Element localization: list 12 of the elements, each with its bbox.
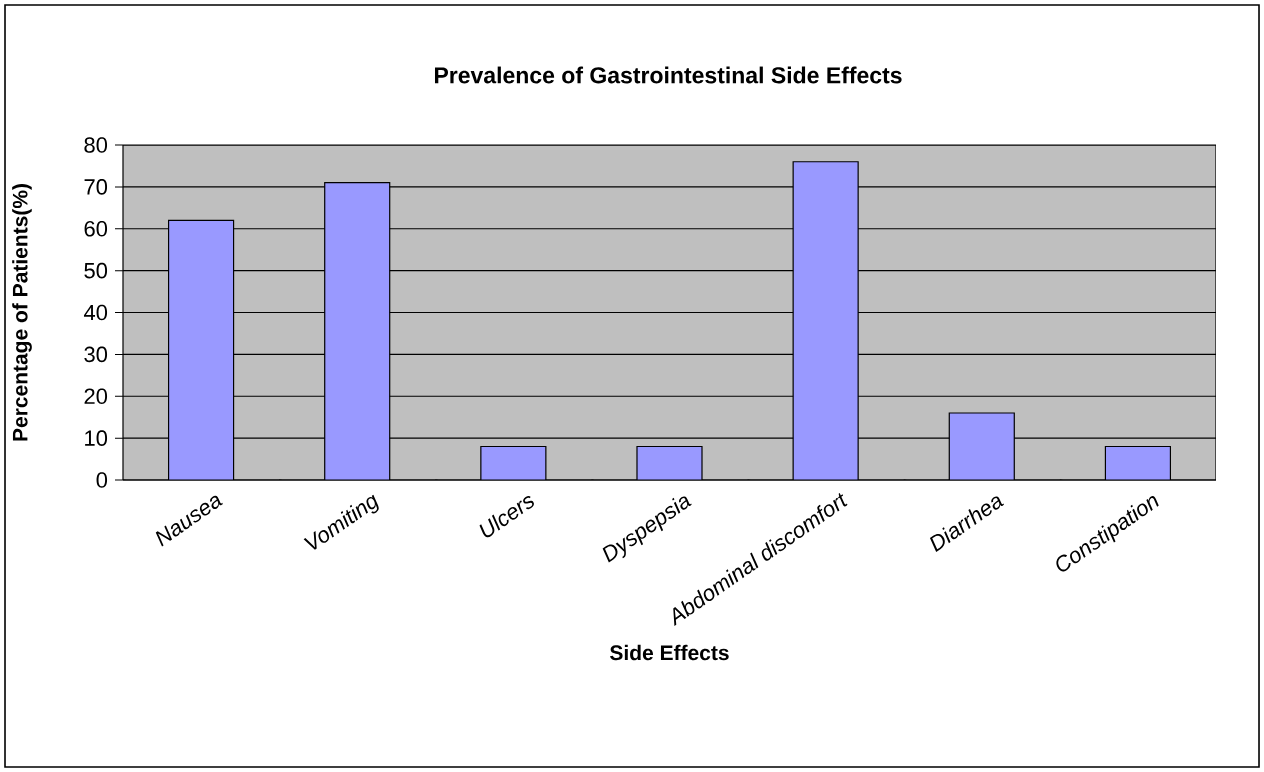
y-tick-label: 40 <box>83 304 108 321</box>
y-tick-label: 50 <box>84 262 108 279</box>
y-tick-label: 60 <box>84 221 108 237</box>
y-tick-label: 30 <box>84 346 108 363</box>
y-tick-label: 10 <box>85 430 108 446</box>
y-tick-label: 20 <box>84 388 108 405</box>
y-tick-label: 70 <box>84 179 108 195</box>
y-axis-title: Percentage of Patients(%) <box>12 184 32 441</box>
y-tick-label: 0 <box>96 472 108 488</box>
chart-title: Prevalence of Gastrointestinal Side Effects <box>434 66 902 84</box>
y-tick-label: 80 <box>84 137 108 153</box>
x-axis-title: Side Effects <box>609 644 729 661</box>
